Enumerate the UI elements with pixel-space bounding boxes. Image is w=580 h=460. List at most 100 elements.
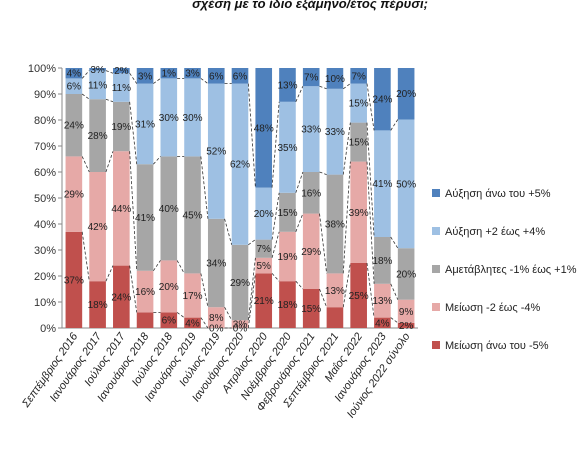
data-label: 4% bbox=[185, 318, 200, 329]
legend-label: Μείωση -2 έως -4% bbox=[445, 302, 541, 314]
bar-segment bbox=[160, 312, 178, 328]
data-label: 1% bbox=[162, 69, 177, 80]
series-connector-line bbox=[366, 262, 375, 318]
data-label: 33% bbox=[325, 127, 345, 138]
series-connector-line bbox=[105, 98, 114, 103]
legend-label: Αύξηση +2 έως +4% bbox=[445, 226, 545, 238]
bar-segment bbox=[207, 68, 225, 84]
bar-segment bbox=[397, 119, 415, 249]
data-label: 29% bbox=[301, 247, 321, 258]
bar-segment bbox=[279, 231, 296, 282]
data-label: 24% bbox=[372, 95, 392, 106]
series-connector-line bbox=[153, 260, 161, 272]
data-label: 30% bbox=[159, 113, 179, 124]
bar-segment bbox=[136, 68, 154, 84]
legend-swatch bbox=[432, 189, 440, 197]
series-connector-line bbox=[271, 231, 280, 258]
data-label: 2% bbox=[399, 321, 414, 332]
data-label: 18% bbox=[277, 300, 297, 311]
bar-segment bbox=[302, 86, 320, 172]
legend-label: Αμετάβλητες -1% έως +1% bbox=[445, 264, 577, 276]
y-tick-label: 60% bbox=[34, 167, 56, 179]
bar-segment bbox=[397, 68, 415, 120]
series-connector-line bbox=[319, 288, 327, 308]
bar-segment bbox=[160, 68, 178, 79]
data-label: 28% bbox=[88, 131, 108, 142]
bar-segment bbox=[326, 88, 344, 175]
y-tick-label: 40% bbox=[34, 219, 56, 231]
legend-swatch bbox=[432, 227, 440, 235]
data-label: 29% bbox=[230, 278, 250, 289]
data-label: 20% bbox=[159, 282, 179, 293]
data-label: 21% bbox=[254, 296, 274, 307]
bar-segment bbox=[350, 122, 367, 162]
data-label: 24% bbox=[64, 121, 84, 132]
bar-segment bbox=[397, 248, 415, 300]
bar-segment bbox=[350, 161, 367, 263]
bar-segment bbox=[350, 83, 367, 123]
data-label: 6% bbox=[233, 71, 248, 82]
data-label: 7% bbox=[304, 73, 319, 84]
data-label: 41% bbox=[135, 213, 155, 224]
series-connector-line bbox=[81, 93, 90, 100]
bar-segment bbox=[65, 68, 83, 79]
data-label: 16% bbox=[301, 188, 321, 199]
data-label: 3% bbox=[138, 71, 153, 82]
series-connector-line bbox=[247, 257, 256, 321]
data-label: 2% bbox=[114, 66, 129, 77]
data-label: 15% bbox=[349, 99, 369, 110]
bar-segment bbox=[113, 73, 130, 102]
series-connector-line bbox=[200, 156, 209, 219]
bar-segment bbox=[89, 68, 106, 71]
y-tick-label: 50% bbox=[34, 193, 56, 205]
bar-segment bbox=[326, 68, 344, 89]
data-label: 62% bbox=[230, 160, 250, 171]
bar-segment bbox=[65, 231, 83, 328]
series-connector-line bbox=[319, 213, 328, 274]
bar-segment bbox=[255, 239, 273, 258]
series-connector-line bbox=[271, 101, 280, 188]
bar-segment bbox=[231, 68, 249, 84]
bar-segment bbox=[184, 156, 201, 274]
bar-segment bbox=[302, 289, 320, 328]
bar-segment bbox=[255, 257, 273, 274]
bar-segment bbox=[89, 172, 106, 282]
bar-segment bbox=[65, 94, 83, 157]
bar-segment bbox=[397, 322, 415, 328]
data-label: 13% bbox=[325, 286, 345, 297]
bar-segment bbox=[160, 78, 178, 157]
data-label: 11% bbox=[88, 80, 107, 91]
series-connector-line bbox=[248, 239, 256, 246]
data-label: 18% bbox=[88, 300, 108, 311]
series-connector-line bbox=[247, 273, 256, 329]
bar-segment bbox=[65, 78, 83, 94]
data-label: 19% bbox=[277, 252, 297, 263]
bar-segment bbox=[89, 99, 106, 172]
bar-segment bbox=[350, 68, 367, 84]
series-connector-line bbox=[295, 280, 304, 290]
data-label: 0% bbox=[233, 324, 248, 335]
bar-segment bbox=[374, 317, 391, 328]
bar-segment bbox=[184, 317, 201, 328]
data-label: 15% bbox=[277, 208, 297, 219]
data-label: 15% bbox=[301, 304, 321, 315]
legend-swatch bbox=[432, 265, 440, 273]
data-label: 40% bbox=[159, 204, 179, 215]
series-connector-line bbox=[129, 72, 138, 84]
data-label: 20% bbox=[396, 269, 416, 280]
series-connector-line bbox=[271, 192, 280, 240]
series-connector-line bbox=[342, 262, 351, 308]
series-connector-line bbox=[319, 85, 327, 90]
bar-segment bbox=[184, 68, 201, 79]
data-label: 16% bbox=[135, 287, 155, 298]
bar-segment bbox=[207, 307, 225, 328]
series-connector-line bbox=[224, 218, 233, 245]
y-tick-label: 20% bbox=[34, 271, 56, 283]
bar-segment bbox=[374, 130, 391, 237]
series-connector-line bbox=[390, 236, 399, 249]
data-label: 25% bbox=[349, 291, 369, 302]
legend-swatch bbox=[432, 341, 440, 349]
data-label: 41% bbox=[372, 179, 392, 190]
bar-segment bbox=[160, 156, 178, 261]
